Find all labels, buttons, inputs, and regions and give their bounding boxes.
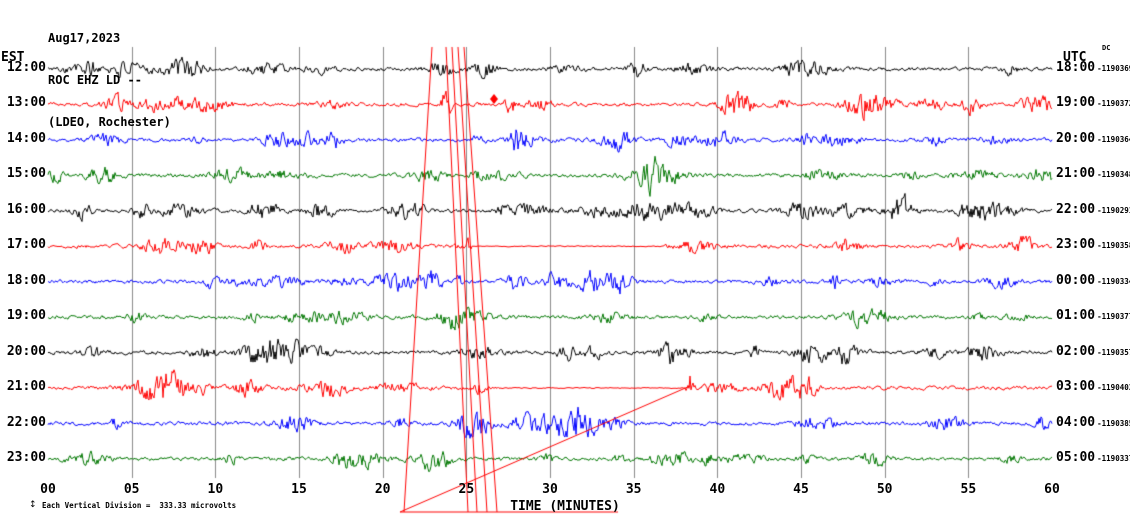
dc-offset-value: -1190348 (1097, 170, 1130, 180)
left-time-label-19:00: 19:00 (6, 308, 46, 324)
left-time-label-17:00: 17:00 (6, 237, 46, 253)
x-tick-60: 60 (1044, 482, 1060, 497)
utc-time: 18:00 (1056, 60, 1096, 75)
x-tick-45: 45 (793, 482, 809, 497)
dc-label: DC (1102, 44, 1111, 52)
x-tick-30: 30 (542, 482, 558, 497)
utc-time: 03:00 (1056, 379, 1096, 395)
dc-offset-value: -1190358 (1097, 241, 1130, 251)
right-time-label-22:00: 22:00 -1190291 (1056, 202, 1130, 217)
right-time-label-00:00: 00:00 -1190334 (1056, 273, 1130, 288)
header-location: (LDEO, Rochester) (48, 115, 171, 129)
dc-offset-value: -1190291 (1097, 205, 1130, 215)
left-time-label-16:00: 16:00 (6, 201, 46, 217)
left-time-label-22:00: 22:00 (6, 414, 46, 430)
left-time-label-13:00: 13:00 (6, 95, 46, 111)
dc-offset-value: -1190337 (1097, 453, 1130, 463)
left-timezone-label: EST (1, 50, 25, 65)
utc-time: 21:00 (1056, 166, 1096, 182)
utc-time: 04:00 (1056, 414, 1096, 430)
utc-time: 23:00 (1056, 237, 1096, 253)
dc-offset-value: -1190385 (1097, 418, 1130, 428)
right-time-label-18:00: 18:00 -1190369 (1056, 60, 1130, 75)
x-tick-05: 05 (123, 482, 140, 497)
right-time-label-04:00: 04:00 -1190385 (1056, 415, 1130, 430)
right-time-label-23:00: 23:00 -1190358 (1056, 237, 1130, 252)
left-time-label-15:00: 15:00 (6, 166, 46, 182)
x-tick-40: 40 (709, 482, 726, 497)
dc-offset-value: -1190369 (1097, 64, 1130, 73)
scale-note: Each Vertical Division = 333.33 microvol… (42, 501, 237, 510)
dc-offset-value: -1190334 (1097, 276, 1130, 286)
header-date: Aug17,2023 (48, 31, 121, 45)
left-time-label-12:00: 12:00 (6, 60, 46, 75)
x-tick-55: 55 (960, 482, 977, 497)
x-tick-20: 20 (374, 482, 391, 497)
x-tick-50: 50 (876, 482, 893, 497)
dc-offset-value: -1190403 (1097, 383, 1130, 393)
right-time-label-03:00: 03:00 -1190403 (1056, 379, 1130, 394)
x-axis-label: TIME (MINUTES) (510, 499, 620, 514)
left-time-label-23:00: 23:00 (6, 449, 46, 465)
utc-time: 02:00 (1056, 343, 1096, 359)
dc-offset-value: -1190364 (1097, 134, 1130, 144)
utc-time: 05:00 (1056, 449, 1096, 465)
dc-offset-value: -1190372 (1097, 99, 1130, 109)
utc-time: 00:00 (1056, 272, 1096, 288)
x-tick-35: 35 (625, 482, 642, 497)
dc-offset-value: -1190357 (1097, 347, 1130, 357)
right-time-label-20:00: 20:00 -1190364 (1056, 131, 1130, 146)
right-time-label-02:00: 02:00 -1190357 (1056, 344, 1130, 359)
x-tick-15: 15 (291, 482, 307, 497)
x-tick-25: 25 (458, 482, 475, 497)
vertical-scale-arrow-icon: ↕ (29, 500, 37, 510)
x-tick-10: 10 (207, 482, 224, 497)
header: Aug17,2023 ROC EHZ LD -- (LDEO, Rocheste… (48, 3, 171, 143)
right-time-label-01:00: 01:00 -1190377 (1056, 308, 1130, 323)
utc-time: 20:00 (1056, 130, 1096, 146)
dc-offset-value: -1190377 (1097, 312, 1130, 322)
utc-time: 22:00 (1056, 201, 1096, 217)
right-timezone-label: UTC (1063, 50, 1087, 65)
utc-time: 01:00 (1056, 308, 1096, 324)
left-time-label-14:00: 14:00 (6, 130, 46, 146)
left-time-label-20:00: 20:00 (6, 343, 46, 359)
right-time-label-05:00: 05:00 -1190337 (1056, 450, 1130, 465)
utc-time: 19:00 (1056, 95, 1096, 111)
right-time-label-19:00: 19:00 -1190372 (1056, 95, 1130, 110)
left-time-label-21:00: 21:00 (6, 379, 46, 395)
header-station: ROC EHZ LD -- (48, 73, 142, 87)
left-time-label-18:00: 18:00 (6, 272, 46, 288)
right-time-label-21:00: 21:00 -1190348 (1056, 166, 1130, 181)
x-tick-00: 00 (40, 482, 56, 497)
